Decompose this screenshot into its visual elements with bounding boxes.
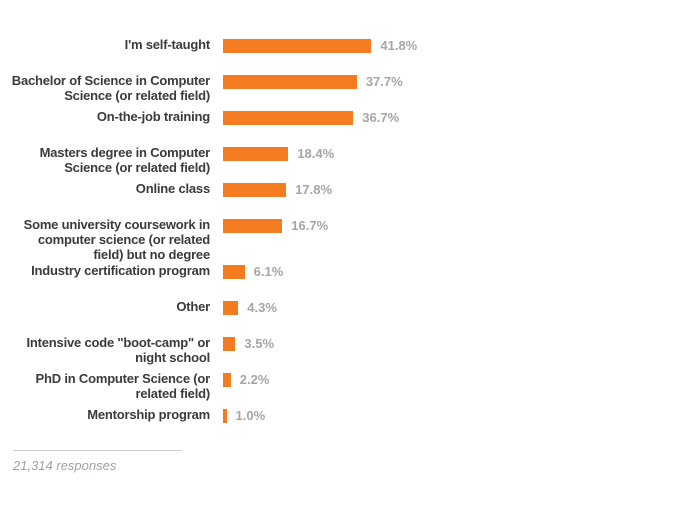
bar xyxy=(223,264,245,279)
chart-row: Masters degree in Computer Science (or r… xyxy=(10,145,674,180)
bar xyxy=(223,408,227,423)
chart-row: Mentorship program 1.0% xyxy=(10,407,674,442)
category-label: I'm self-taught xyxy=(124,37,211,52)
bar xyxy=(223,74,357,89)
chart-row: I'm self-taught 41.8% xyxy=(10,37,674,72)
bar-track: 3.5% xyxy=(223,336,274,351)
bar-track: 2.2% xyxy=(223,372,269,387)
chart-row: PhD in Computer Science (or related fiel… xyxy=(10,371,674,406)
chart-row: Intensive code "boot-camp" or night scho… xyxy=(10,335,674,370)
chart-row: Online class 17.8% xyxy=(10,181,674,216)
bar-track: 17.8% xyxy=(223,182,332,197)
value-label: 1.0% xyxy=(235,408,266,423)
bar-chart: I'm self-taught 41.8% Bachelor of Science … xyxy=(10,37,674,473)
chart-row: Some university coursework in computer s… xyxy=(10,217,674,262)
chart-rows: I'm self-taught 41.8% Bachelor of Science … xyxy=(10,37,674,442)
category-label: On-the-job training xyxy=(96,109,210,124)
category-label: Industry certification program xyxy=(31,263,210,278)
bar-track: 16.7% xyxy=(223,218,328,233)
value-label: 16.7% xyxy=(291,218,329,233)
bar xyxy=(223,110,354,125)
bar-track: 37.7% xyxy=(223,74,403,89)
value-label: 6.1% xyxy=(253,264,284,279)
chart-row: Industry certification program 6.1% xyxy=(10,263,674,298)
bar xyxy=(223,300,239,315)
bar-track: 36.7% xyxy=(223,110,399,125)
bar-track: 4.3% xyxy=(223,300,277,315)
chart-row: Other 4.3% xyxy=(10,299,674,334)
bar-track: 18.4% xyxy=(223,146,334,161)
value-label: 4.3% xyxy=(247,300,277,315)
bar xyxy=(223,182,287,197)
value-label: 18.4% xyxy=(297,146,335,161)
bar-track: 6.1% xyxy=(223,264,283,279)
category-label: PhD in Computer Science (or related fiel… xyxy=(35,371,211,401)
value-label: 41.8% xyxy=(380,38,418,53)
bar xyxy=(223,146,289,161)
bar xyxy=(223,218,283,233)
responses-count: 21,314 responses xyxy=(13,458,117,473)
bar-track: 1.0% xyxy=(223,408,265,423)
footer-divider xyxy=(13,450,182,451)
chart-row: On-the-job training 36.7% xyxy=(10,109,674,144)
category-label: Some university coursework in computer s… xyxy=(23,217,211,262)
value-label: 37.7% xyxy=(365,74,403,89)
bar xyxy=(223,38,372,53)
bar xyxy=(223,336,236,351)
category-label: Mentorship program xyxy=(87,407,210,422)
bar xyxy=(223,372,231,387)
category-label: Online class xyxy=(135,181,210,196)
value-label: 17.8% xyxy=(295,182,333,197)
value-label: 36.7% xyxy=(362,110,400,125)
category-label: Masters degree in Computer Science (or r… xyxy=(39,145,211,175)
category-label: Bachelor of Science in Computer Science … xyxy=(11,73,210,103)
value-label: 3.5% xyxy=(244,336,275,351)
value-label: 2.2% xyxy=(239,372,270,387)
category-label: Other xyxy=(176,299,210,314)
bar-track: 41.8% xyxy=(223,38,417,53)
chart-row: Bachelor of Science in Computer Science … xyxy=(10,73,674,108)
category-label: Intensive code "boot-camp" or night scho… xyxy=(26,335,211,365)
